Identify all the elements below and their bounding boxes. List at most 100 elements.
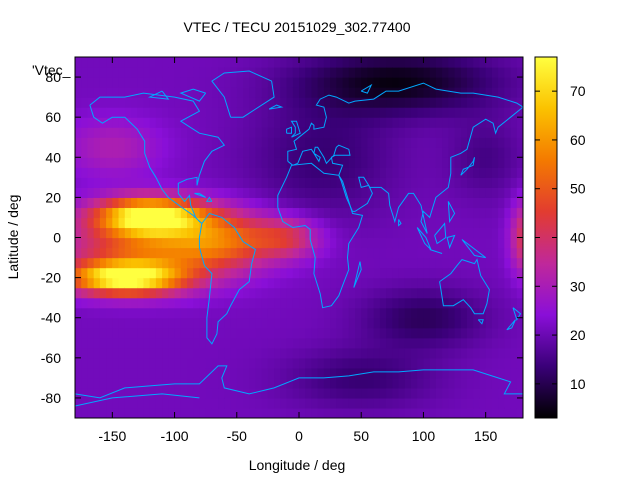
heatmap-cell [379, 207, 387, 219]
heatmap-cell [261, 197, 269, 209]
heatmap-cell [193, 267, 201, 279]
heatmap-cell [118, 187, 126, 198]
heatmap-cell [286, 137, 294, 148]
heatmap-cell [255, 347, 263, 359]
heatmap-cell [485, 187, 493, 198]
heatmap-cell [193, 307, 201, 319]
heatmap-cell [367, 337, 375, 349]
heatmap-cell [243, 327, 250, 339]
heatmap-cell [187, 287, 194, 299]
heatmap-cell [479, 347, 487, 359]
heatmap-cell [473, 327, 481, 339]
heatmap-cell [398, 337, 406, 349]
heatmap-cell [442, 97, 449, 108]
heatmap-cell [280, 377, 288, 389]
heatmap-cell [386, 57, 393, 68]
heatmap-cell [143, 247, 151, 259]
heatmap-cell [162, 307, 169, 319]
heatmap-cell [187, 237, 194, 249]
heatmap-cell [379, 57, 387, 68]
heatmap-cell [211, 97, 219, 108]
heatmap-cell [255, 327, 263, 339]
heatmap-cell [355, 67, 362, 78]
heatmap-cell [491, 287, 499, 299]
heatmap-cell [516, 287, 523, 299]
heatmap-cell [330, 337, 337, 349]
heatmap-cell [435, 227, 443, 239]
heatmap-cell [504, 257, 512, 269]
heatmap-cell [106, 277, 113, 289]
heatmap-cell [124, 247, 132, 259]
heatmap-cell [180, 317, 188, 329]
heatmap-cell [411, 297, 418, 309]
heatmap-cell [367, 107, 375, 118]
heatmap-cell [174, 197, 182, 209]
heatmap-cell [106, 157, 113, 168]
heatmap-cell [485, 317, 493, 329]
heatmap-cell [460, 387, 468, 399]
heatmap-cell [404, 87, 412, 98]
heatmap-cell [193, 277, 201, 289]
heatmap-cell [174, 407, 182, 418]
heatmap-cell [87, 397, 95, 409]
heatmap-cell [448, 97, 456, 108]
heatmap-cell [516, 207, 523, 219]
heatmap-cell [149, 387, 157, 399]
heatmap-cell [131, 217, 138, 229]
heatmap-cell [373, 337, 381, 349]
heatmap-cell [504, 287, 512, 299]
heatmap-cell [299, 297, 306, 309]
heatmap-cell [193, 187, 201, 198]
heatmap-cell [93, 317, 101, 329]
heatmap-cell [286, 117, 294, 128]
heatmap-cell [286, 357, 294, 369]
heatmap-cell [467, 207, 474, 219]
heatmap-cell [224, 207, 232, 219]
heatmap-cell [149, 297, 157, 309]
heatmap-cell [510, 137, 518, 148]
heatmap-cell [454, 387, 462, 399]
heatmap-cell [323, 297, 331, 309]
heatmap-cell [155, 237, 163, 249]
heatmap-cell [87, 227, 95, 239]
heatmap-cell [323, 217, 331, 229]
heatmap-cell [435, 187, 443, 198]
heatmap-cell [143, 87, 151, 98]
heatmap-cell [193, 127, 201, 138]
heatmap-cell [81, 317, 89, 329]
heatmap-cell [236, 277, 244, 289]
heatmap-cell [118, 337, 126, 349]
heatmap-cell [516, 257, 523, 269]
heatmap-cell [155, 127, 163, 138]
heatmap-cell [485, 367, 493, 379]
heatmap-cell [218, 327, 225, 339]
heatmap-cell [274, 267, 281, 279]
heatmap-cell [454, 127, 462, 138]
heatmap-cell [311, 137, 319, 148]
heatmap-cell [479, 117, 487, 128]
heatmap-cell [168, 307, 176, 319]
heatmap-cell [435, 357, 443, 369]
heatmap-cell [417, 157, 425, 168]
heatmap-cell [491, 57, 499, 68]
heatmap-cell [267, 367, 275, 379]
heatmap-cell [75, 217, 82, 229]
heatmap-cell [124, 297, 132, 309]
heatmap-cell [498, 127, 505, 138]
heatmap-cell [454, 247, 462, 259]
heatmap-cell [510, 177, 518, 188]
heatmap-cell [305, 67, 313, 78]
heatmap-cell [361, 327, 369, 339]
heatmap-cell [479, 297, 487, 309]
heatmap-cell [137, 267, 145, 279]
heatmap-cell [187, 187, 194, 198]
heatmap-cell [460, 347, 468, 359]
heatmap-cell [193, 157, 201, 168]
heatmap-cell [280, 327, 288, 339]
heatmap-cell [299, 317, 306, 329]
heatmap-cell [199, 157, 207, 168]
heatmap-cell [99, 237, 107, 249]
heatmap-cell [292, 217, 300, 229]
heatmap-cell [267, 337, 275, 349]
heatmap-cell [398, 227, 406, 239]
